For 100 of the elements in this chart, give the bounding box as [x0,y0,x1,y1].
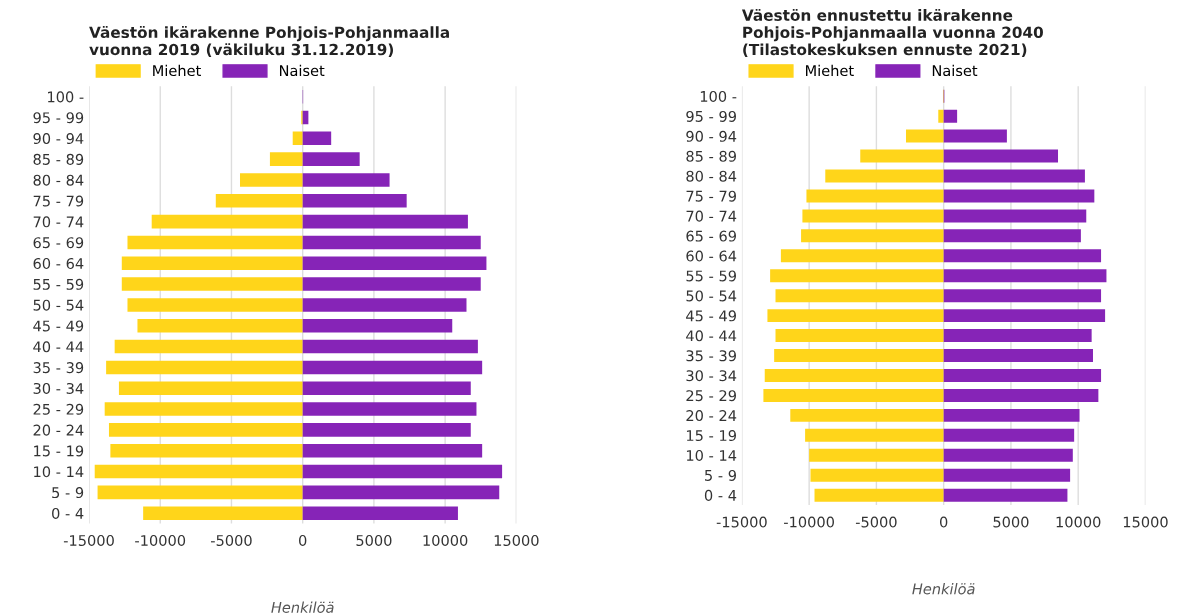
bar [118,381,303,395]
bar [302,152,360,166]
bar [302,423,471,437]
bar [943,349,1093,362]
y-tick-label: 95 - 99 [686,110,736,122]
y-tick-label: 100 - [700,90,737,102]
bar [906,129,944,143]
bar [110,443,303,458]
bar [302,256,487,271]
bar [825,169,944,183]
y-tick-label: 20 - 24 [33,424,84,436]
y-tick-label: 40 - 44 [686,330,737,342]
bar [814,488,944,502]
x-tick-label: 5000 [356,534,392,546]
bar [860,149,944,163]
bar [806,189,944,203]
legend-label: Miehet [153,64,201,77]
bar [802,209,944,223]
y-tick-label: 60 - 64 [33,257,84,270]
bar [943,309,1106,323]
bar [790,408,944,422]
bar [775,329,944,343]
legend-label: Naiset [932,64,978,77]
x-tick-label: -5000 [855,516,897,528]
y-tick-label: 100 - [48,91,84,103]
y-tick-label: 55 - 59 [686,270,736,282]
bar [943,129,1007,143]
x-tick-label: 5000 [993,516,1029,528]
bar [121,256,303,271]
bar [302,173,390,187]
bar [763,388,944,402]
y-tick-label: 20 - 24 [686,410,737,422]
y-tick-label: 10 - 14 [34,466,84,478]
bar [302,318,453,333]
bar [801,229,944,243]
bar [302,360,483,375]
y-tick-label: 5 - 9 [52,487,84,499]
bar [938,109,944,123]
bar [774,349,944,362]
bar [302,235,481,250]
bar [97,485,303,500]
y-tick-label: 30 - 34 [686,370,737,382]
bar [215,194,303,208]
y-tick-label: 75 - 79 [686,190,736,202]
bar [240,173,303,187]
y-tick-label: 90 - 94 [33,133,84,145]
y-tick-label: 80 - 84 [33,174,84,186]
x-tick-label: 10000 [423,534,468,546]
bar [302,298,467,312]
bar [302,443,483,458]
y-tick-label: 35 - 39 [686,350,736,362]
y-tick-label: 10 - 14 [686,449,737,461]
x-axis-title: Henkilöä [912,583,975,595]
bar [943,209,1087,223]
x-tick-label: 0 [939,516,948,528]
x-axis-title: Henkilöä [271,601,334,613]
y-tick-label: 65 - 69 [33,237,84,249]
bar [943,249,1102,263]
y-tick-label: 60 - 64 [686,250,737,262]
bar [114,339,303,354]
bar [943,149,1059,163]
bar [302,381,471,395]
bar [108,423,303,437]
bar [143,506,303,520]
x-tick-label: -10000 [135,534,186,546]
bar [121,277,303,291]
bar [302,506,458,520]
bar [770,269,944,283]
bar [302,131,332,146]
bar [302,277,481,291]
y-tick-label: 5 - 9 [705,469,736,481]
bar [764,368,944,382]
y-tick-label: 85 - 89 [33,153,84,165]
bar [775,289,944,303]
x-tick-label: -15000 [63,534,114,546]
x-tick-label: -15000 [716,516,767,528]
bar [127,298,303,312]
chart-title: Väestön ikärakenne Pohjois-Pohjanmaalla vuonna 2019 (väkiluku 31.12.2019) [89,26,449,58]
bar [943,388,1099,402]
legend-label: Naiset [280,64,325,77]
bar [269,152,303,166]
y-tick-label: 50 - 54 [33,299,84,311]
y-tick-label: 15 - 19 [686,430,736,442]
bar [302,194,407,208]
x-tick-label: -10000 [784,516,834,528]
y-tick-label: 70 - 74 [686,210,737,222]
bar [94,464,303,479]
x-tick-label: 15000 [494,534,539,546]
bar [943,189,1095,203]
bar [943,448,1073,462]
x-tick-label: 0 [299,534,307,546]
bar [805,428,944,442]
y-tick-label: 35 - 39 [33,362,84,374]
bar [767,309,944,323]
bar [810,468,944,482]
bar [302,339,478,354]
bar [943,408,1080,422]
y-tick-label: 70 - 74 [33,216,84,228]
bar [127,235,303,250]
bar [943,169,1085,183]
